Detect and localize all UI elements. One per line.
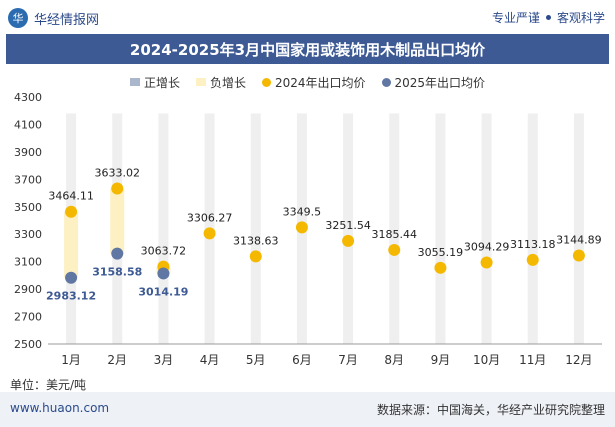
data-label-2024: 3113.18 — [510, 238, 556, 251]
point-2024 — [480, 256, 493, 269]
x-tick-label: 12月 — [565, 353, 592, 367]
column-band-5 — [250, 113, 261, 344]
legend-label-positive: 正增长 — [143, 75, 180, 90]
slogan: 专业严谨 客观科学 — [492, 9, 605, 26]
brand: 华 华经情报网 — [8, 8, 99, 28]
point-2024 — [526, 253, 539, 266]
footer-bar: www.huaon.com 数据来源：中国海关，华经产业研究院整理 — [0, 392, 615, 427]
data-label-2024: 3138.63 — [233, 234, 279, 247]
data-label-2025: 3014.19 — [138, 285, 188, 298]
data-label-2025: 2983.12 — [46, 290, 96, 303]
point-2024 — [295, 221, 308, 234]
legend-item-positive: 正增长 — [129, 74, 180, 91]
slogan-right: 客观科学 — [556, 11, 605, 25]
y-tick-label: 3700 — [14, 173, 42, 186]
legend-label-negative: 负增长 — [209, 75, 246, 90]
x-tick-label: 10月 — [473, 353, 500, 367]
y-tick-label: 3500 — [14, 201, 42, 214]
legend-item-2025: 2025年出口均价 — [381, 74, 486, 91]
data-label-2024: 3349.5 — [283, 205, 322, 218]
column-band-11 — [527, 113, 538, 344]
x-tick-label: 5月 — [246, 353, 266, 367]
y-tick-label: 4300 — [14, 91, 42, 104]
x-tick-label: 6月 — [292, 353, 312, 367]
column-band-3 — [158, 113, 169, 344]
slogan-left: 专业严谨 — [491, 11, 540, 25]
data-label-2024: 3464.11 — [48, 190, 94, 203]
chart-canvas: 2500 2700 2900 3100 3300 3500 3700 3900 4100 4300… — [14, 91, 602, 367]
x-tick-label: 2月 — [107, 353, 127, 367]
y-tick-label: 2900 — [14, 283, 42, 296]
y-tick-label: 3300 — [14, 228, 42, 241]
data-label-2024: 3251.54 — [325, 219, 371, 232]
chart-legend: 正增长 负增长 2024年出口均价 2025年出口均价 — [0, 71, 615, 93]
point-2024 — [434, 261, 447, 274]
point-2024 — [342, 234, 355, 247]
x-tick-label: 3月 — [154, 353, 174, 367]
point-2025 — [157, 267, 170, 280]
legend-swatch-negative — [195, 78, 206, 86]
data-label-2024: 3633.02 — [95, 167, 141, 180]
unit-label: 单位：美元/吨 — [10, 378, 87, 392]
legend-item-2024: 2024年出口均价 — [261, 74, 366, 91]
brand-logo-icon: 华 — [8, 8, 28, 28]
brand-name: 华经情报网 — [34, 12, 100, 28]
top-bar: 华 华经情报网 专业严谨 客观科学 — [0, 0, 615, 34]
point-2024 — [203, 227, 216, 240]
point-2024 — [572, 249, 585, 262]
data-label-2024: 3094.29 — [464, 240, 510, 253]
column-band-9 — [435, 113, 446, 344]
column-band-10 — [481, 113, 492, 344]
column-band-12 — [573, 113, 584, 344]
x-tick-label: 1月 — [61, 353, 81, 367]
y-tick-label: 3900 — [14, 146, 42, 159]
data-label-2024: 3185.44 — [372, 228, 418, 241]
legend-swatch-positive — [129, 78, 140, 86]
legend-swatch-2025 — [381, 77, 391, 87]
legend-label-2024: 2024年出口均价 — [274, 75, 366, 90]
x-tick-label: 4月 — [200, 353, 220, 367]
point-2024 — [388, 243, 401, 256]
legend-label-2025: 2025年出口均价 — [394, 75, 486, 90]
growth-bar — [64, 211, 79, 278]
data-label-2025: 3158.58 — [92, 266, 142, 279]
data-label-2024: 3144.89 — [556, 234, 602, 247]
point-2025 — [111, 247, 124, 260]
x-tick-label: 8月 — [384, 353, 404, 367]
data-label-2024: 3063.72 — [141, 245, 187, 258]
x-tick-label: 7月 — [338, 353, 358, 367]
column-band-7 — [343, 113, 354, 344]
legend-swatch-2024 — [261, 77, 271, 87]
x-tick-label: 9月 — [431, 353, 451, 367]
y-tick-label: 3100 — [14, 256, 42, 269]
point-2024 — [249, 250, 262, 263]
growth-bar — [110, 188, 125, 254]
point-2024 — [65, 205, 78, 218]
data-label-2024: 3306.27 — [187, 211, 233, 224]
separator-dot-icon — [545, 15, 551, 20]
y-tick-label: 2700 — [14, 311, 42, 324]
source-label: 数据来源：中国海关，华经产业研究院整理 — [376, 403, 605, 417]
point-2025 — [65, 271, 78, 284]
chart-title: 2024-2025年3月中国家用或装饰用木制品出口均价 — [6, 34, 609, 64]
legend-item-negative: 负增长 — [195, 74, 246, 91]
y-tick-label: 4100 — [14, 118, 42, 131]
point-2024 — [111, 182, 124, 195]
y-tick-label: 2500 — [14, 338, 42, 351]
data-label-2024: 3055.19 — [418, 246, 464, 259]
x-tick-label: 11月 — [519, 353, 546, 367]
website-label: www.huaon.com — [10, 401, 110, 415]
column-band-8 — [389, 113, 400, 344]
